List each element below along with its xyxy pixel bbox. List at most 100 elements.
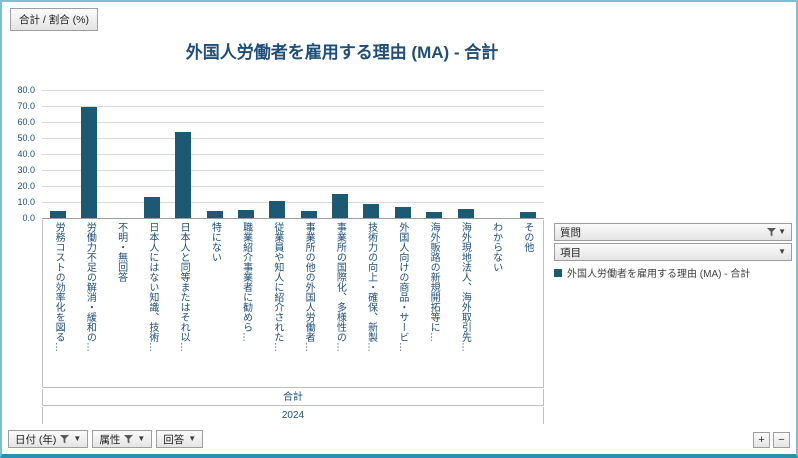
- category-label: 労務コストの効率化を図る…: [53, 222, 65, 352]
- date-field-button[interactable]: 日付 (年) ▼: [8, 430, 89, 448]
- gridline: [42, 154, 544, 155]
- y-axis: 0.0 10.0 20.0 30.0 40.0 50.0 60.0 70.0 80.0: [6, 85, 38, 223]
- collapse-button[interactable]: −: [773, 432, 790, 448]
- bar-column: [513, 90, 544, 218]
- bar[interactable]: [520, 211, 537, 218]
- filter-dropdown-icon: ▼: [767, 227, 786, 237]
- question-field-button[interactable]: 質問 ▼: [554, 223, 792, 241]
- bar-column: [199, 90, 230, 218]
- y-tick-label: 50.0: [17, 133, 35, 143]
- field-label: 回答: [163, 433, 185, 446]
- values-field-button[interactable]: 合計 / 割合 (%): [10, 8, 98, 31]
- category-cell: 従業員や知人に紹介された…: [262, 220, 293, 387]
- category-label: 海外現地法人、海外取引先…: [459, 222, 471, 352]
- bar-column: [387, 90, 418, 218]
- attribute-field-button[interactable]: 属性 ▼: [92, 430, 153, 448]
- bar-column: [42, 90, 73, 218]
- category-cell: 日本人と同等またはそれ以…: [168, 220, 199, 387]
- bar-column: [105, 90, 136, 218]
- gridline: [42, 218, 544, 219]
- bar-column: [419, 90, 450, 218]
- field-label: 質問: [560, 226, 581, 239]
- bar[interactable]: [332, 193, 349, 218]
- bar-column: [168, 90, 199, 218]
- dropdown-icon: ▼: [778, 248, 786, 256]
- y-tick-label: 0.0: [22, 213, 35, 223]
- category-label: 不明・無回答: [115, 222, 127, 282]
- category-cell: 海外現地法人、海外取引先…: [449, 220, 480, 387]
- chart-title: 外国人労働者を雇用する理由 (MA) - 合計: [185, 43, 499, 62]
- category-cell: 職業紹介事業者に勧めら…: [231, 220, 262, 387]
- gridline: [42, 170, 544, 171]
- category-cell: 日本人にはない知識、技術…: [137, 220, 168, 387]
- bar-series: [42, 90, 544, 218]
- x-axis-category-labels: 労務コストの効率化を図る… 労働力不足の解消・緩和の… 不明・無回答 日本人にはない知…: [42, 220, 544, 388]
- expand-button[interactable]: +: [753, 432, 770, 448]
- x-axis-year-label: 2024: [42, 407, 544, 424]
- category-cell: 海外販路の新規開拓等に…: [418, 220, 449, 387]
- chart-legend: 外国人労働者を雇用する理由 (MA) - 合計: [554, 265, 794, 280]
- y-tick-label: 60.0: [17, 117, 35, 127]
- gridline: [42, 122, 544, 123]
- y-tick-label: 40.0: [17, 149, 35, 159]
- x-axis-group-label: 合計: [42, 389, 544, 406]
- bar[interactable]: [143, 197, 160, 218]
- y-tick-label: 10.0: [17, 197, 35, 207]
- category-cell: 特にない: [199, 220, 230, 387]
- answer-field-button[interactable]: 回答 ▼: [156, 430, 204, 448]
- bar[interactable]: [269, 200, 286, 218]
- bar[interactable]: [394, 206, 411, 218]
- category-label: 外国人向けの商品・サービ…: [396, 222, 408, 352]
- field-label: 日付 (年): [15, 433, 57, 446]
- category-label: 労働力不足の解消・緩和の…: [84, 222, 96, 352]
- bar[interactable]: [426, 211, 443, 218]
- category-label: わからない: [490, 222, 502, 272]
- item-field-button[interactable]: 項目 ▼: [554, 243, 792, 261]
- bar-column: [324, 90, 355, 218]
- bar-column: [136, 90, 167, 218]
- bar[interactable]: [49, 210, 66, 218]
- y-tick-label: 80.0: [17, 85, 35, 95]
- bar-column: [356, 90, 387, 218]
- bar[interactable]: [81, 107, 98, 218]
- group-label-text: 合計: [283, 392, 303, 403]
- legend-label: 外国人労働者を雇用する理由 (MA) - 合計: [567, 269, 751, 280]
- category-cell: 外国人向けの商品・サービ…: [387, 220, 418, 387]
- plot-area: [42, 90, 544, 219]
- category-label: 海外販路の新規開拓等に…: [428, 222, 440, 342]
- dropdown-caret-icon: ▼: [778, 247, 786, 256]
- category-cell: その他: [512, 220, 543, 387]
- gridline: [42, 202, 544, 203]
- legend-swatch: [554, 268, 562, 277]
- field-label: 属性: [99, 433, 121, 446]
- filter-funnel-icon: [60, 434, 70, 444]
- gridline: [42, 138, 544, 139]
- bar[interactable]: [175, 131, 192, 218]
- gridline: [42, 186, 544, 187]
- category-label: 特にない: [209, 222, 221, 262]
- y-tick-label: 20.0: [17, 181, 35, 191]
- bar[interactable]: [237, 210, 254, 218]
- dropdown-caret-icon: ▼: [188, 434, 197, 443]
- y-tick-label: 30.0: [17, 165, 35, 175]
- dropdown-caret-icon: ▼: [778, 227, 786, 236]
- category-cell: わからない: [481, 220, 512, 387]
- category-label: 職業紹介事業者に勧めら…: [240, 222, 252, 342]
- bar[interactable]: [457, 209, 474, 218]
- bar-column: [262, 90, 293, 218]
- bar-column: [230, 90, 261, 218]
- gridline: [42, 106, 544, 107]
- axis-field-buttons: 日付 (年) ▼ 属性 ▼ 回答 ▼: [8, 430, 204, 448]
- gridline: [42, 90, 544, 91]
- category-label: 事業所の国際化、多様性の…: [334, 222, 346, 352]
- bar-column: [73, 90, 104, 218]
- category-label: 日本人にはない知識、技術…: [146, 222, 158, 352]
- bar[interactable]: [300, 210, 317, 218]
- bar-column: [481, 90, 512, 218]
- category-cell: 不明・無回答: [106, 220, 137, 387]
- bar[interactable]: [206, 210, 223, 218]
- bar[interactable]: [363, 204, 380, 218]
- category-cell: 事業所の国際化、多様性の…: [324, 220, 355, 387]
- category-cell: 労働力不足の解消・緩和の…: [74, 220, 105, 387]
